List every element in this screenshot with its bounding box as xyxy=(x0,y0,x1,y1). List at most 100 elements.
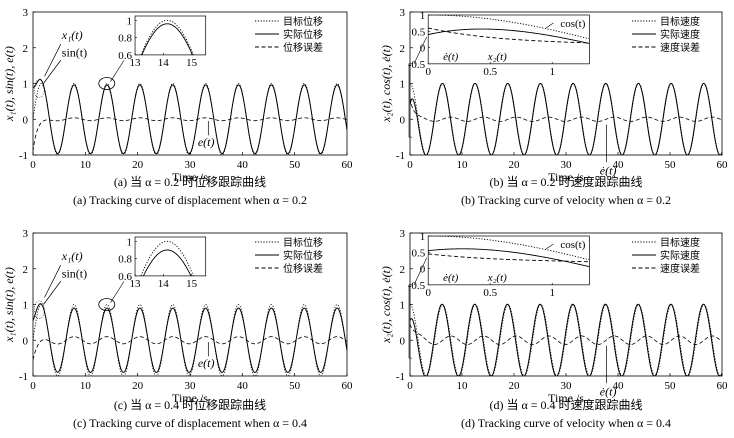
zoom-leader xyxy=(110,281,125,303)
x-tick-label: 10 xyxy=(457,159,469,171)
inset-y-tick-label: 0 xyxy=(420,264,426,276)
inset-y-tick-label: 0.6 xyxy=(118,50,132,62)
inset-x-tick-label: 0.5 xyxy=(483,287,497,299)
inset-frame xyxy=(134,236,207,277)
annotation-e: e(t) xyxy=(198,135,215,149)
inset-series-line xyxy=(428,248,590,268)
y-tick-label: 1 xyxy=(400,300,406,312)
legend-label: 目标速度 xyxy=(660,15,700,28)
y-tick-label: 0 xyxy=(400,114,406,126)
annotation-arrow xyxy=(44,265,62,298)
start-marker xyxy=(33,79,45,99)
series-line-2 xyxy=(410,82,722,155)
y-tick-label: 2 xyxy=(23,264,29,276)
y-tick-label: 2 xyxy=(23,43,29,55)
x-tick-label: 20 xyxy=(509,380,521,392)
inset-series-line xyxy=(141,23,193,55)
annotation-arrow xyxy=(43,60,62,84)
inset-y-tick-label: 1 xyxy=(127,15,133,27)
x-tick-label: 30 xyxy=(185,380,197,392)
x-tick-label: 30 xyxy=(185,159,197,171)
caption-cn: (b) 当 α = 0.2 时速度跟踪曲线 xyxy=(489,174,642,189)
y-axis-label: x₁(t), sin(t), e(t) xyxy=(2,267,16,343)
series-line-3 xyxy=(410,324,722,345)
caption-en: (d) Tracking curve of velocity when α = … xyxy=(461,416,671,430)
inset-x-tick-label: 13 xyxy=(130,57,142,69)
legend-label: 位移误差 xyxy=(283,41,323,54)
y-tick-label: -1 xyxy=(396,371,405,383)
inset-series-line xyxy=(428,27,590,44)
legend-label: 位移误差 xyxy=(283,262,323,275)
caption-en: (c) Tracking curve of displacement when … xyxy=(73,416,307,430)
start-marker xyxy=(33,300,45,320)
x-tick-label: 30 xyxy=(561,380,573,392)
x-tick-label: 0 xyxy=(30,380,36,392)
annotation-sin: sin(t) xyxy=(62,267,87,281)
x-tick-label: 60 xyxy=(717,159,729,171)
y-axis-label: x₁(t), sin(t), e(t) xyxy=(2,46,16,122)
legend-label: 实际速度 xyxy=(660,249,700,262)
y-tick-label: 3 xyxy=(23,7,29,19)
annotation-edot: ė(t) xyxy=(600,164,617,178)
y-tick-label: 0 xyxy=(23,335,29,347)
inset-x-tick-label: 13 xyxy=(130,278,142,290)
x-axis-label: Time /s xyxy=(172,391,208,405)
annotation-edot: ė(t) xyxy=(600,385,617,399)
series-line-2 xyxy=(33,78,347,155)
y-tick-label: -1 xyxy=(19,371,28,383)
series-line-3 xyxy=(410,97,722,122)
inset-x-tick-label: 15 xyxy=(186,278,198,290)
caption-en: (b) Tracking curve of velocity when α = … xyxy=(461,193,671,207)
series-line-3 xyxy=(33,117,347,152)
zoom-marker xyxy=(98,77,116,90)
x-tick-label: 50 xyxy=(289,159,301,171)
x-tick-label: 0 xyxy=(407,159,413,171)
caption-cn: (a) 当 α = 0.2 时位移跟踪曲线 xyxy=(114,174,266,189)
y-tick-label: 0 xyxy=(23,114,29,126)
inset-label-edot: ė(t) xyxy=(443,51,459,63)
inset-series-line xyxy=(140,19,194,55)
inset-y-tick-label: 1 xyxy=(420,10,426,22)
x-tick-label: 40 xyxy=(613,159,625,171)
inset-x-tick-label: 0.5 xyxy=(483,66,497,78)
y-tick-label: 3 xyxy=(400,7,406,19)
x-tick-label: 60 xyxy=(342,159,354,171)
zoom-leader xyxy=(413,257,427,285)
x-tick-label: 40 xyxy=(237,159,249,171)
inset-arrow xyxy=(545,22,554,29)
y-tick-label: -1 xyxy=(19,150,28,162)
y-tick-label: 1 xyxy=(23,79,29,91)
legend-label: 目标位移 xyxy=(283,236,323,249)
inset-label-cos: cos(t) xyxy=(560,239,585,251)
annotation-x1: x₁(t) xyxy=(61,28,83,42)
x-tick-label: 20 xyxy=(132,380,144,392)
annotation-arrow xyxy=(43,281,62,305)
zoom-marker xyxy=(98,298,116,311)
x-tick-label: 0 xyxy=(407,380,413,392)
inset-series-line xyxy=(428,28,590,44)
x-tick-label: 30 xyxy=(561,159,573,171)
inset-y-tick-label: 0.8 xyxy=(118,254,132,266)
x-tick-label: 10 xyxy=(80,380,92,392)
inset-arrow xyxy=(545,243,554,250)
x-tick-label: 20 xyxy=(132,159,144,171)
legend-label: 速度误差 xyxy=(660,262,700,275)
x-tick-label: 60 xyxy=(342,380,354,392)
inset-x-tick-label: 0 xyxy=(425,66,431,78)
y-axis-label: x₂(t), cos(t), ė(t) xyxy=(379,266,393,344)
annotation-arrow xyxy=(44,44,62,77)
legend-label: 实际位移 xyxy=(283,249,323,262)
x-axis-label: Time /s xyxy=(172,170,208,184)
series-line-3 xyxy=(33,336,347,360)
caption-en: (a) Tracking curve of displacement when … xyxy=(73,193,307,207)
zoom-leader xyxy=(413,36,427,64)
x-tick-label: 50 xyxy=(665,159,677,171)
annotation-sin: sin(t) xyxy=(62,46,87,60)
start-bracket xyxy=(408,63,412,138)
legend-label: 目标速度 xyxy=(660,236,700,249)
legend-label: 目标位移 xyxy=(283,15,323,28)
